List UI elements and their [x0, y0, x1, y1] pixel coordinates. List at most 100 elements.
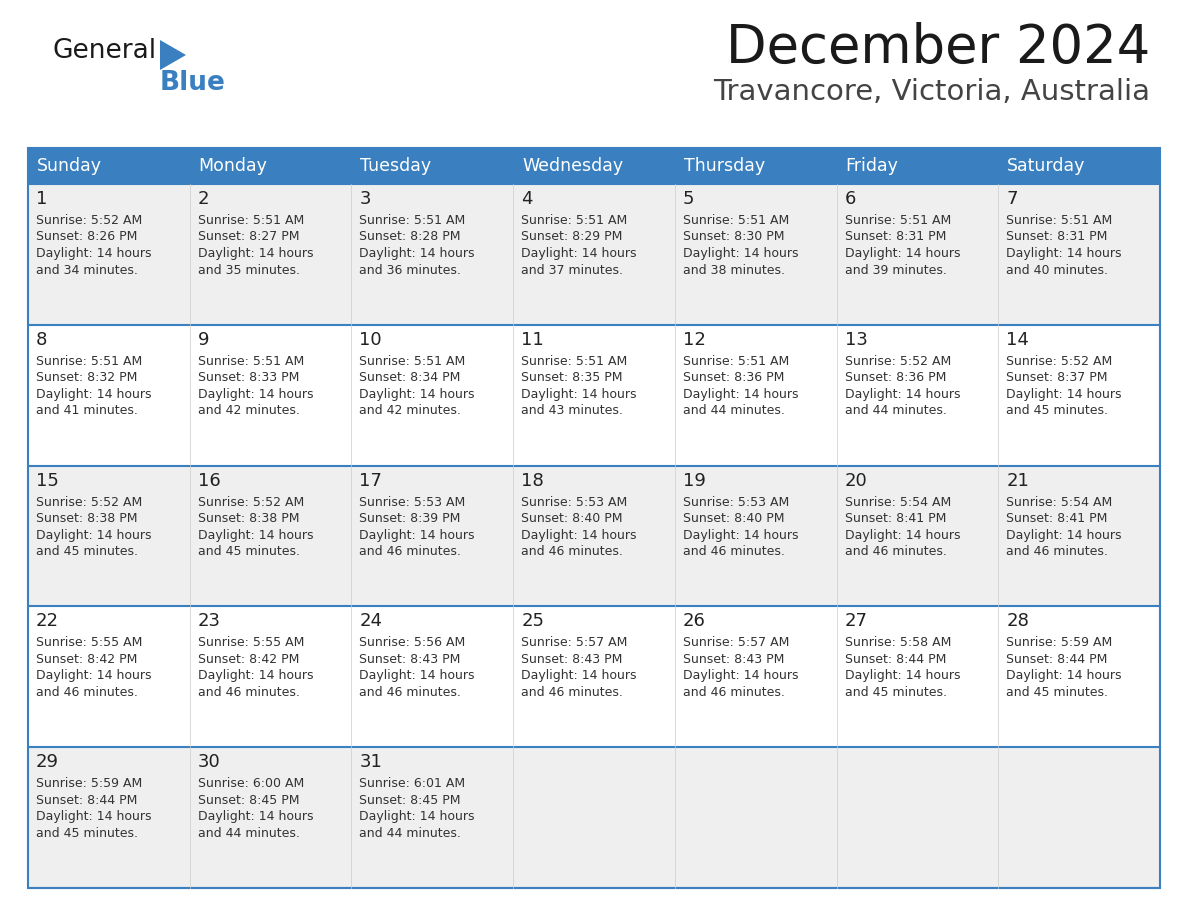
Text: Daylight: 14 hours: Daylight: 14 hours	[845, 247, 960, 260]
Bar	[836, 148, 998, 184]
Text: and 46 minutes.: and 46 minutes.	[683, 545, 785, 558]
Text: Sunrise: 5:53 AM: Sunrise: 5:53 AM	[522, 496, 627, 509]
Text: Sunrise: 5:55 AM: Sunrise: 5:55 AM	[36, 636, 143, 649]
Text: Daylight: 14 hours: Daylight: 14 hours	[360, 247, 475, 260]
Text: General: General	[52, 38, 156, 64]
Text: Sunrise: 5:57 AM: Sunrise: 5:57 AM	[683, 636, 789, 649]
Text: 1: 1	[36, 190, 48, 208]
Text: and 46 minutes.: and 46 minutes.	[1006, 545, 1108, 558]
Text: Daylight: 14 hours: Daylight: 14 hours	[522, 529, 637, 542]
Text: 10: 10	[360, 330, 383, 349]
Text: Sunset: 8:34 PM: Sunset: 8:34 PM	[360, 371, 461, 385]
Text: Sunrise: 5:53 AM: Sunrise: 5:53 AM	[360, 496, 466, 509]
Text: and 45 minutes.: and 45 minutes.	[1006, 686, 1108, 699]
Text: 3: 3	[360, 190, 371, 208]
Text: and 39 minutes.: and 39 minutes.	[845, 263, 947, 276]
Text: Sunrise: 5:59 AM: Sunrise: 5:59 AM	[1006, 636, 1112, 649]
Text: and 45 minutes.: and 45 minutes.	[1006, 404, 1108, 418]
Text: and 46 minutes.: and 46 minutes.	[683, 686, 785, 699]
Text: Sunday: Sunday	[37, 157, 102, 175]
Text: and 35 minutes.: and 35 minutes.	[197, 263, 299, 276]
Text: Daylight: 14 hours: Daylight: 14 hours	[1006, 387, 1121, 401]
Text: 14: 14	[1006, 330, 1029, 349]
Bar	[190, 148, 352, 184]
Text: Sunrise: 5:51 AM: Sunrise: 5:51 AM	[36, 354, 143, 368]
Text: Sunset: 8:28 PM: Sunset: 8:28 PM	[360, 230, 461, 243]
Text: Sunrise: 5:51 AM: Sunrise: 5:51 AM	[1006, 214, 1112, 227]
Text: 17: 17	[360, 472, 383, 489]
Text: Sunrise: 6:00 AM: Sunrise: 6:00 AM	[197, 778, 304, 790]
Text: 20: 20	[845, 472, 867, 489]
Text: 26: 26	[683, 612, 706, 631]
Text: 18: 18	[522, 472, 544, 489]
Bar	[29, 607, 1159, 747]
Text: Sunrise: 5:51 AM: Sunrise: 5:51 AM	[683, 214, 789, 227]
Text: Daylight: 14 hours: Daylight: 14 hours	[360, 669, 475, 682]
Text: Daylight: 14 hours: Daylight: 14 hours	[522, 669, 637, 682]
Text: and 46 minutes.: and 46 minutes.	[360, 686, 461, 699]
Text: 31: 31	[360, 753, 383, 771]
Text: and 38 minutes.: and 38 minutes.	[683, 263, 785, 276]
Text: Daylight: 14 hours: Daylight: 14 hours	[522, 387, 637, 401]
Text: Sunset: 8:35 PM: Sunset: 8:35 PM	[522, 371, 623, 385]
Text: Sunset: 8:38 PM: Sunset: 8:38 PM	[197, 512, 299, 525]
Text: Daylight: 14 hours: Daylight: 14 hours	[36, 247, 152, 260]
Text: Sunset: 8:36 PM: Sunset: 8:36 PM	[683, 371, 784, 385]
Text: Sunset: 8:43 PM: Sunset: 8:43 PM	[522, 653, 623, 666]
Text: Sunrise: 5:54 AM: Sunrise: 5:54 AM	[845, 496, 950, 509]
Text: Sunset: 8:36 PM: Sunset: 8:36 PM	[845, 371, 946, 385]
Bar	[352, 148, 513, 184]
Text: and 44 minutes.: and 44 minutes.	[360, 827, 461, 840]
Text: Sunrise: 5:52 AM: Sunrise: 5:52 AM	[197, 496, 304, 509]
Text: Daylight: 14 hours: Daylight: 14 hours	[360, 811, 475, 823]
Text: Sunrise: 5:58 AM: Sunrise: 5:58 AM	[845, 636, 950, 649]
Text: Daylight: 14 hours: Daylight: 14 hours	[683, 387, 798, 401]
Text: Sunrise: 5:52 AM: Sunrise: 5:52 AM	[1006, 354, 1112, 368]
Text: 2: 2	[197, 190, 209, 208]
Text: and 45 minutes.: and 45 minutes.	[36, 827, 138, 840]
Text: and 44 minutes.: and 44 minutes.	[845, 404, 947, 418]
Text: Blue: Blue	[160, 70, 226, 96]
Text: and 45 minutes.: and 45 minutes.	[197, 545, 299, 558]
Text: Daylight: 14 hours: Daylight: 14 hours	[197, 529, 314, 542]
Text: Saturday: Saturday	[1007, 157, 1086, 175]
Text: Daylight: 14 hours: Daylight: 14 hours	[845, 529, 960, 542]
Text: Sunrise: 5:52 AM: Sunrise: 5:52 AM	[36, 496, 143, 509]
Polygon shape	[160, 40, 187, 70]
Text: Sunrise: 5:54 AM: Sunrise: 5:54 AM	[1006, 496, 1112, 509]
Text: Sunset: 8:44 PM: Sunset: 8:44 PM	[1006, 653, 1107, 666]
Text: 19: 19	[683, 472, 706, 489]
Text: and 43 minutes.: and 43 minutes.	[522, 404, 623, 418]
Text: and 44 minutes.: and 44 minutes.	[683, 404, 785, 418]
Text: Daylight: 14 hours: Daylight: 14 hours	[36, 387, 152, 401]
Text: Tuesday: Tuesday	[360, 157, 431, 175]
Text: 12: 12	[683, 330, 706, 349]
Text: Sunset: 8:30 PM: Sunset: 8:30 PM	[683, 230, 784, 243]
Text: Sunset: 8:42 PM: Sunset: 8:42 PM	[197, 653, 299, 666]
Text: and 45 minutes.: and 45 minutes.	[36, 545, 138, 558]
Text: Sunset: 8:29 PM: Sunset: 8:29 PM	[522, 230, 623, 243]
Text: and 42 minutes.: and 42 minutes.	[360, 404, 461, 418]
Text: Sunrise: 6:01 AM: Sunrise: 6:01 AM	[360, 778, 466, 790]
Text: and 44 minutes.: and 44 minutes.	[197, 827, 299, 840]
Text: 7: 7	[1006, 190, 1018, 208]
Text: Sunset: 8:44 PM: Sunset: 8:44 PM	[845, 653, 946, 666]
Text: 29: 29	[36, 753, 59, 771]
Text: and 46 minutes.: and 46 minutes.	[522, 545, 623, 558]
Text: and 46 minutes.: and 46 minutes.	[522, 686, 623, 699]
Text: Daylight: 14 hours: Daylight: 14 hours	[360, 387, 475, 401]
Text: and 46 minutes.: and 46 minutes.	[845, 545, 947, 558]
Text: Sunset: 8:38 PM: Sunset: 8:38 PM	[36, 512, 138, 525]
Text: Sunset: 8:32 PM: Sunset: 8:32 PM	[36, 371, 138, 385]
Text: Daylight: 14 hours: Daylight: 14 hours	[360, 529, 475, 542]
Text: Daylight: 14 hours: Daylight: 14 hours	[845, 387, 960, 401]
Text: Daylight: 14 hours: Daylight: 14 hours	[36, 811, 152, 823]
Text: Daylight: 14 hours: Daylight: 14 hours	[1006, 669, 1121, 682]
Text: Daylight: 14 hours: Daylight: 14 hours	[1006, 247, 1121, 260]
Text: Sunrise: 5:51 AM: Sunrise: 5:51 AM	[845, 214, 950, 227]
Text: Daylight: 14 hours: Daylight: 14 hours	[197, 247, 314, 260]
Bar	[29, 148, 1159, 888]
Text: 22: 22	[36, 612, 59, 631]
Text: and 45 minutes.: and 45 minutes.	[845, 686, 947, 699]
Text: Sunset: 8:45 PM: Sunset: 8:45 PM	[197, 794, 299, 807]
